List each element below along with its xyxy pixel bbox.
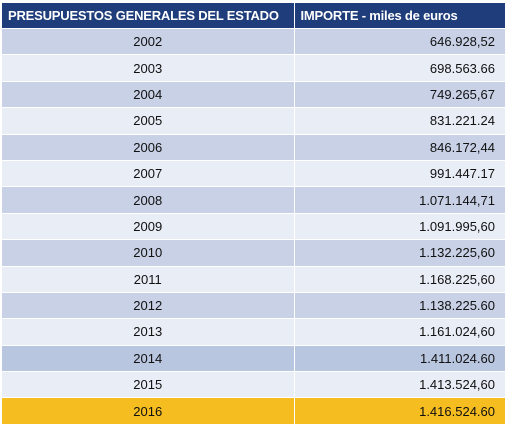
amount-cell: 1.168.225,60 [294,265,505,293]
table-row: 2003 698.563.66 [2,54,505,82]
year-cell: 2014 [2,344,295,372]
year-cell: 2003 [2,54,295,82]
budget-table: PRESUPUESTOS GENERALES DEL ESTADO IMPORT… [2,3,505,424]
table-row: 2005 831.221.24 [2,107,505,135]
amount-cell: 831.221.24 [294,107,505,135]
year-cell: 2005 [2,107,295,135]
year-cell: 2011 [2,265,295,293]
table-row: 2004 749.265,67 [2,80,505,108]
year-cell: 2004 [2,80,295,108]
header-budget: PRESUPUESTOS GENERALES DEL ESTADO [2,3,295,29]
table-row: 2012 1.138.225.60 [2,291,505,319]
table-row-highlighted: 2016 1.416.524.60 [2,397,505,424]
year-cell: 2002 [2,27,295,55]
amount-cell: 1.091.995,60 [294,212,505,240]
amount-cell: 1.411.024.60 [294,344,505,372]
year-cell: 2006 [2,133,295,161]
table-row: 2010 1.132.225,60 [2,239,505,267]
amount-cell: 698.563.66 [294,54,505,82]
header-amount: IMPORTE - miles de euros [294,3,505,29]
year-cell: 2013 [2,318,295,346]
amount-cell: 846.172,44 [294,133,505,161]
year-cell: 2016 [2,397,295,424]
year-cell: 2012 [2,291,295,319]
year-cell: 2015 [2,371,295,398]
amount-cell: 1.161.024,60 [294,318,505,346]
year-cell: 2009 [2,212,295,240]
amount-cell: 1.132.225,60 [294,239,505,267]
amount-cell: 749.265,67 [294,80,505,108]
table-row: 2007 991.447.17 [2,159,505,187]
table-row: 2002 646.928,52 [2,27,505,55]
amount-cell: 1.413.524,60 [294,371,505,398]
year-cell: 2007 [2,159,295,187]
budget-table-container: PRESUPUESTOS GENERALES DEL ESTADO IMPORT… [2,3,505,424]
amount-cell: 1.138.225.60 [294,291,505,319]
table-row: 2009 1.091.995,60 [2,212,505,240]
table-row: 2011 1.168.225,60 [2,265,505,293]
amount-cell: 991.447.17 [294,159,505,187]
table-row: 2008 1.071.144,71 [2,186,505,214]
year-cell: 2010 [2,239,295,267]
amount-cell: 1.416.524.60 [294,397,505,424]
table-row: 2014 1.411.024.60 [2,344,505,372]
amount-cell: 1.071.144,71 [294,186,505,214]
table-row: 2015 1.413.524,60 [2,371,505,398]
table-row: 2006 846.172,44 [2,133,505,161]
header-row: PRESUPUESTOS GENERALES DEL ESTADO IMPORT… [2,3,505,29]
table-row: 2013 1.161.024,60 [2,318,505,346]
year-cell: 2008 [2,186,295,214]
amount-cell: 646.928,52 [294,27,505,55]
